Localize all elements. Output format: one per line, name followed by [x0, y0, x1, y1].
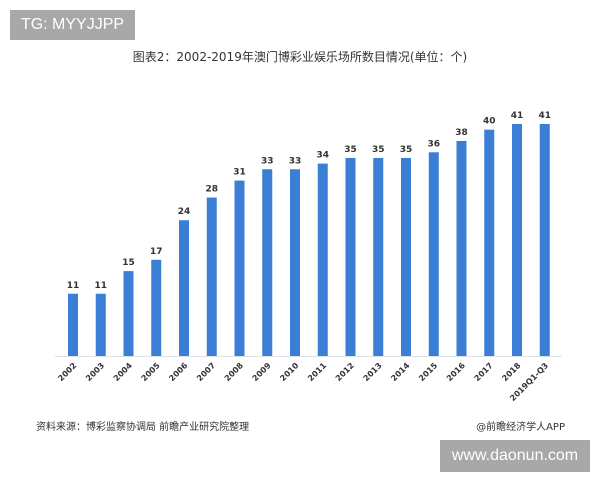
bar: [290, 169, 300, 356]
data-label: 28: [205, 185, 218, 195]
x-tick-label: 2004: [112, 361, 134, 383]
bar: [373, 157, 384, 356]
data-label: 17: [150, 247, 163, 257]
bar: [234, 180, 245, 356]
bar: [539, 124, 550, 356]
data-label: 11: [94, 281, 107, 291]
x-tick-label: 2006: [167, 361, 189, 383]
bar: [123, 271, 134, 356]
data-label: 31: [233, 168, 246, 178]
bar: [151, 259, 162, 356]
bar: [345, 157, 356, 356]
x-tick-label: 2018: [500, 361, 522, 383]
credit-note: @前瞻经济学人APP: [476, 422, 565, 433]
x-tick-label: 2007: [195, 361, 217, 383]
data-label: 35: [400, 145, 413, 155]
x-tick-label: 2003: [84, 361, 106, 383]
tag-watermark: TG: MYYJJPP: [10, 10, 135, 40]
data-label: 36: [427, 139, 440, 149]
bar: [428, 152, 439, 356]
data-label: 15: [122, 258, 135, 268]
data-label: 11: [67, 281, 80, 291]
x-tick-label: 2010: [278, 361, 300, 383]
x-tick-label: 2017: [473, 361, 495, 383]
bar: [484, 129, 495, 356]
x-tick-label: 2012: [334, 361, 356, 383]
bar: [401, 157, 411, 356]
data-label: 35: [372, 145, 385, 155]
data-label: 38: [455, 128, 468, 138]
data-label: 34: [316, 151, 329, 161]
site-watermark: www.daonun.com: [440, 440, 590, 472]
data-label: 24: [178, 207, 191, 217]
data-label: 33: [289, 156, 302, 166]
bar: [317, 163, 328, 356]
data-label: 40: [483, 117, 496, 127]
source-note: 资料来源：博彩监察协调局 前瞻产业研究院整理: [36, 422, 250, 433]
data-label: 41: [538, 111, 551, 121]
chart-title: 图表2：2002-2019年澳门博彩业娱乐场所数目情况(单位：个): [132, 50, 468, 64]
bar: [262, 169, 273, 356]
bar: [68, 293, 78, 356]
x-tick-label: 2016: [445, 361, 467, 383]
data-label: 33: [261, 156, 274, 166]
data-label: 41: [511, 111, 524, 121]
bar: [179, 220, 189, 356]
bar: [95, 293, 106, 356]
x-tick-label: 2015: [417, 361, 439, 383]
bar: [206, 197, 217, 356]
bar: [512, 124, 522, 356]
x-tick-label: 2002: [56, 361, 78, 383]
x-tick-label: 2005: [140, 361, 162, 383]
x-tick-label: 2011: [306, 361, 328, 383]
bar: [456, 140, 467, 356]
x-tick-label: 2008: [223, 361, 245, 383]
x-tick-label: 2014: [389, 361, 411, 383]
x-tick-label: 2013: [362, 361, 384, 383]
data-label: 35: [344, 145, 357, 155]
x-tick-label: 2009: [251, 361, 273, 383]
